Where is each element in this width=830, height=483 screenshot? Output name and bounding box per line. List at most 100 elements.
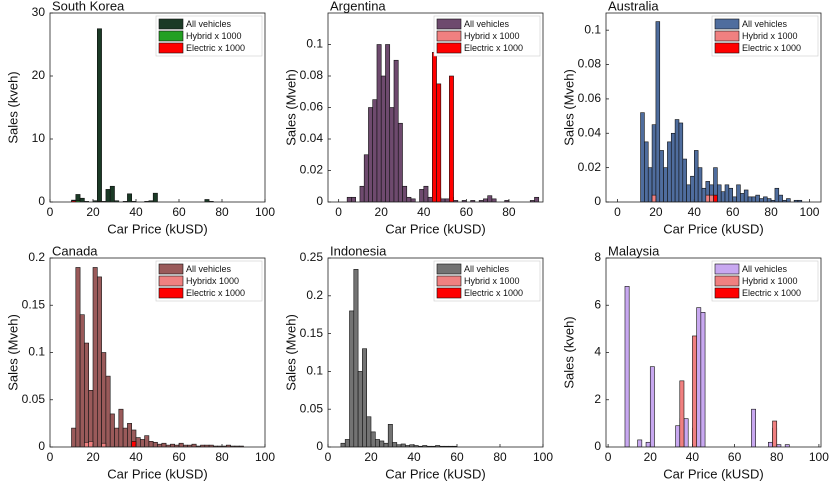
histogram-bar	[131, 441, 137, 447]
x-tick-label: 40	[686, 450, 700, 464]
histogram-bar	[709, 194, 714, 202]
subplot-title: Canada	[52, 243, 98, 258]
legend-swatch	[436, 18, 462, 30]
y-tick-label: 0.2	[28, 250, 45, 264]
legend-label: Electric x 1000	[186, 43, 245, 53]
histogram-bar	[79, 314, 85, 447]
plot-area	[624, 286, 790, 447]
y-tick-label: 0.06	[578, 91, 602, 105]
histogram-bar	[659, 150, 664, 202]
histogram-bar	[724, 184, 730, 202]
x-tick-label: 0	[614, 205, 621, 219]
x-tick-label: 0	[325, 450, 332, 464]
x-tick-label: 60	[172, 450, 186, 464]
y-tick-label: 0	[594, 439, 601, 453]
histogram-bar	[647, 167, 653, 202]
histogram-bar	[127, 193, 133, 202]
histogram-bar	[127, 423, 133, 447]
x-tick-label: 80	[764, 205, 778, 219]
legend-label: Electric x 1000	[464, 288, 523, 298]
legend-label: All vehicles	[742, 264, 788, 274]
histogram-bar	[372, 99, 378, 202]
histogram-bar	[363, 154, 369, 202]
histogram-bar	[449, 75, 454, 202]
histogram-bar	[75, 267, 81, 447]
histogram-bar	[88, 441, 94, 447]
legend-label: All vehicles	[464, 19, 510, 29]
y-tick-label: 0	[316, 439, 323, 453]
legend-swatch	[714, 42, 740, 54]
x-axis-label: Car Price (kUSD)	[385, 221, 485, 236]
x-tick-label: 60	[728, 450, 742, 464]
histogram-bar	[392, 442, 398, 447]
legend-label: All vehicles	[186, 264, 232, 274]
y-axis-label: Sales (kveh)	[5, 71, 20, 143]
subplot-title: Malaysia	[608, 243, 660, 258]
histogram-bar	[640, 112, 645, 202]
y-tick-label: 0	[594, 194, 601, 208]
histogram-bar	[778, 194, 783, 202]
histogram-bar	[140, 439, 145, 447]
x-tick-label: 20	[375, 205, 389, 219]
histogram-bar	[686, 184, 691, 202]
y-tick-label: 0.1	[28, 345, 45, 359]
histogram-bar	[766, 198, 772, 202]
histogram-bar	[774, 187, 780, 202]
histogram-bar	[397, 122, 403, 202]
y-tick-label: 6	[594, 297, 601, 311]
histogram-bar	[144, 435, 150, 447]
x-tick-label: 20	[86, 450, 100, 464]
x-tick-label: 0	[335, 205, 342, 219]
y-tick-label: 0.1	[584, 22, 601, 36]
x-tick-label: 100	[799, 205, 819, 219]
y-tick-label: 0.08	[300, 68, 324, 82]
subplot-title: South Korea	[52, 0, 125, 13]
histogram-bar	[678, 122, 684, 202]
x-tick-label: 0	[605, 450, 612, 464]
histogram-bar	[491, 198, 497, 202]
histogram-bar	[747, 196, 753, 202]
x-tick-label: 80	[493, 450, 507, 464]
x-tick-label: 100	[809, 450, 829, 464]
legend-swatch	[714, 18, 740, 30]
histogram-bar	[385, 44, 391, 202]
histogram-bar	[720, 191, 726, 202]
histogram-bar	[383, 442, 389, 447]
histogram-bar	[410, 198, 416, 202]
histogram-bar	[763, 196, 768, 202]
histogram-bar	[644, 141, 649, 202]
histogram-bar	[663, 167, 668, 202]
histogram-bar	[740, 193, 745, 202]
y-tick-label: 0.04	[578, 125, 602, 139]
histogram-bar	[751, 196, 757, 202]
legend-swatch	[158, 275, 184, 287]
histogram-bar	[682, 158, 687, 202]
histogram-bar	[114, 200, 120, 202]
histogram-bar	[651, 194, 657, 202]
histogram-bar	[359, 185, 365, 202]
x-tick-label: 40	[129, 205, 143, 219]
legend-label: Hybrid x 1000	[742, 31, 798, 41]
histogram-bar	[751, 408, 756, 447]
subplot-title: Argentina	[330, 0, 386, 13]
histogram-bar	[109, 413, 115, 447]
x-tick-label: 40	[688, 205, 702, 219]
x-axis-label: Car Price (kUSD)	[107, 221, 207, 236]
y-tick-label: 8	[594, 250, 601, 264]
histogram-bar	[170, 443, 175, 447]
histogram-bar	[645, 441, 651, 447]
histogram-bar	[440, 198, 446, 202]
x-tick-label: 60	[460, 205, 474, 219]
x-tick-label: 20	[364, 450, 378, 464]
y-axis-label: Sales (Mveh)	[561, 69, 576, 146]
x-tick-label: 20	[86, 205, 100, 219]
x-tick-label: 100	[255, 450, 275, 464]
histogram-bar	[701, 187, 707, 202]
histogram-bar	[679, 380, 685, 447]
plot-area	[71, 28, 214, 202]
legend-label: Electric x 1000	[186, 288, 245, 298]
x-axis-label: Car Price (kUSD)	[385, 466, 485, 481]
histogram-bar	[667, 141, 672, 202]
legend-swatch	[436, 30, 462, 42]
legend-swatch	[158, 30, 184, 42]
